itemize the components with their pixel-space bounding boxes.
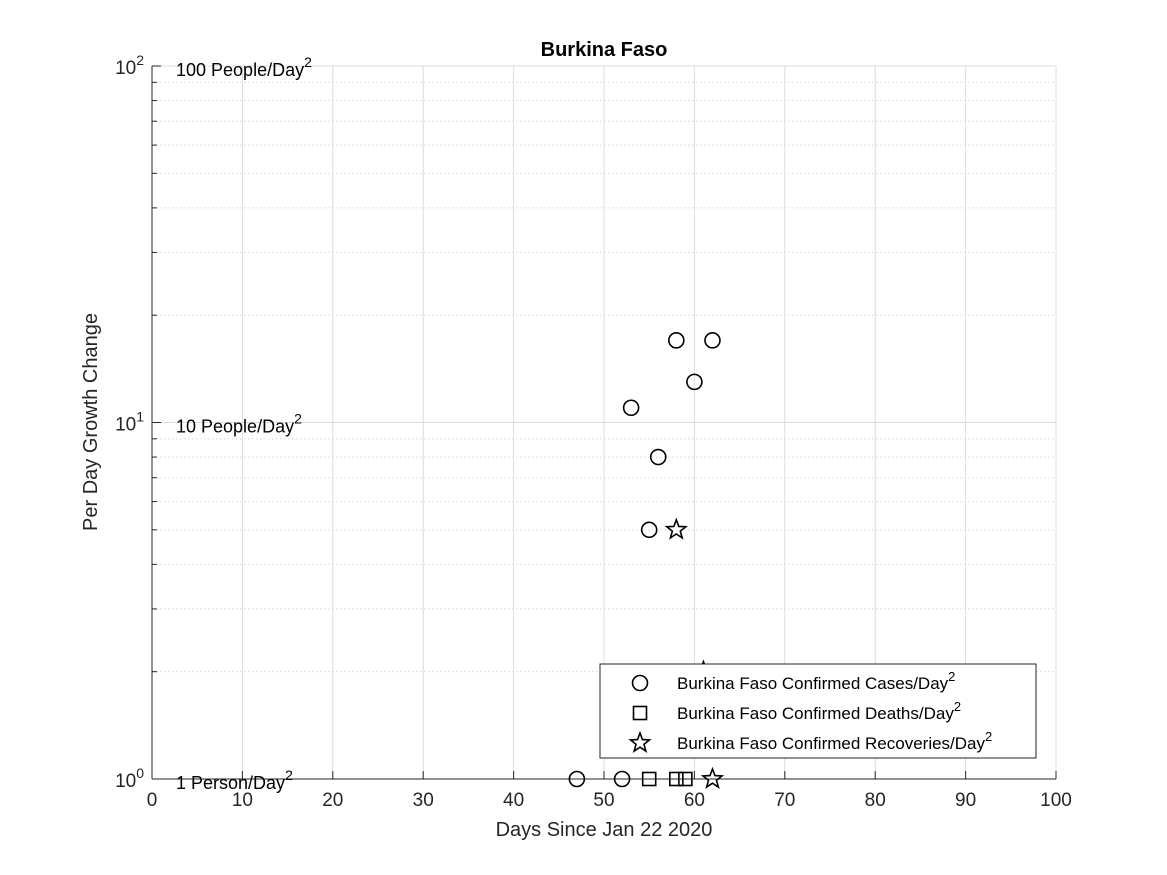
x-tick-label: 100 <box>1040 790 1072 811</box>
series-square <box>641 771 693 787</box>
x-tick-label: 30 <box>413 790 434 811</box>
y-tick-label: 101 <box>115 409 144 436</box>
legend: Burkina Faso Confirmed Cases/Day2 Burkina… <box>599 663 1037 759</box>
axes: 0 10 20 30 40 50 60 70 80 90 100 100 101 102 <box>115 52 1072 811</box>
data-point-star <box>700 766 725 789</box>
data-point-circle <box>649 448 667 466</box>
x-tick-label: 70 <box>774 790 795 811</box>
legend-label: Burkina Faso Confirmed Recoveries/Day2 <box>677 729 992 753</box>
legend-label: Burkina Faso Confirmed Deaths/Day2 <box>677 699 961 723</box>
y-tick-label: 100 <box>115 765 144 792</box>
reference-label: 100 People/Day2 <box>176 54 312 80</box>
reference-label: 10 People/Day2 <box>176 411 302 437</box>
chart-title: Burkina Faso <box>541 39 668 61</box>
x-tick-label: 40 <box>503 790 524 811</box>
data-point-square <box>641 771 657 787</box>
x-tick-label: 80 <box>865 790 886 811</box>
x-tick-label: 20 <box>322 790 343 811</box>
data-point-square <box>678 771 693 787</box>
reference-label: 1 Person/Day2 <box>176 767 293 793</box>
series-circle <box>568 332 721 788</box>
y-tick-label: 102 <box>115 52 144 79</box>
legend-marker-square <box>632 705 648 721</box>
x-tick-label: 50 <box>593 790 614 811</box>
x-tick-label: 60 <box>684 790 705 811</box>
data-point-square <box>669 771 684 787</box>
data-point-star <box>664 517 689 540</box>
x-tick-label: 10 <box>232 790 253 811</box>
data-point-circle <box>613 770 631 788</box>
data-point-circle <box>622 399 640 417</box>
legend-label: Burkina Faso Confirmed Cases/Day2 <box>677 669 955 693</box>
data-point-circle <box>568 770 586 788</box>
legend-box <box>599 663 1037 759</box>
x-axis-label: Days Since Jan 22 2020 <box>496 819 713 841</box>
legend-marker-circle <box>631 674 649 692</box>
x-tick-label: 0 <box>147 790 158 811</box>
legend-marker-star <box>628 730 652 753</box>
data-point-circle <box>686 373 703 391</box>
reference-labels: 100 People/Day2 10 People/Day2 1 Person/Da… <box>176 54 312 793</box>
x-tick-label: 90 <box>955 790 976 811</box>
data-point-circle <box>704 332 721 349</box>
y-axis-label: Per Day Growth Change <box>80 313 102 531</box>
grid <box>151 65 1057 780</box>
data-point-circle <box>668 332 685 349</box>
data-point-circle <box>640 521 658 539</box>
